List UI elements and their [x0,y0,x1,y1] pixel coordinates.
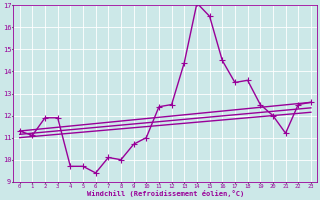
X-axis label: Windchill (Refroidissement éolien,°C): Windchill (Refroidissement éolien,°C) [87,190,244,197]
